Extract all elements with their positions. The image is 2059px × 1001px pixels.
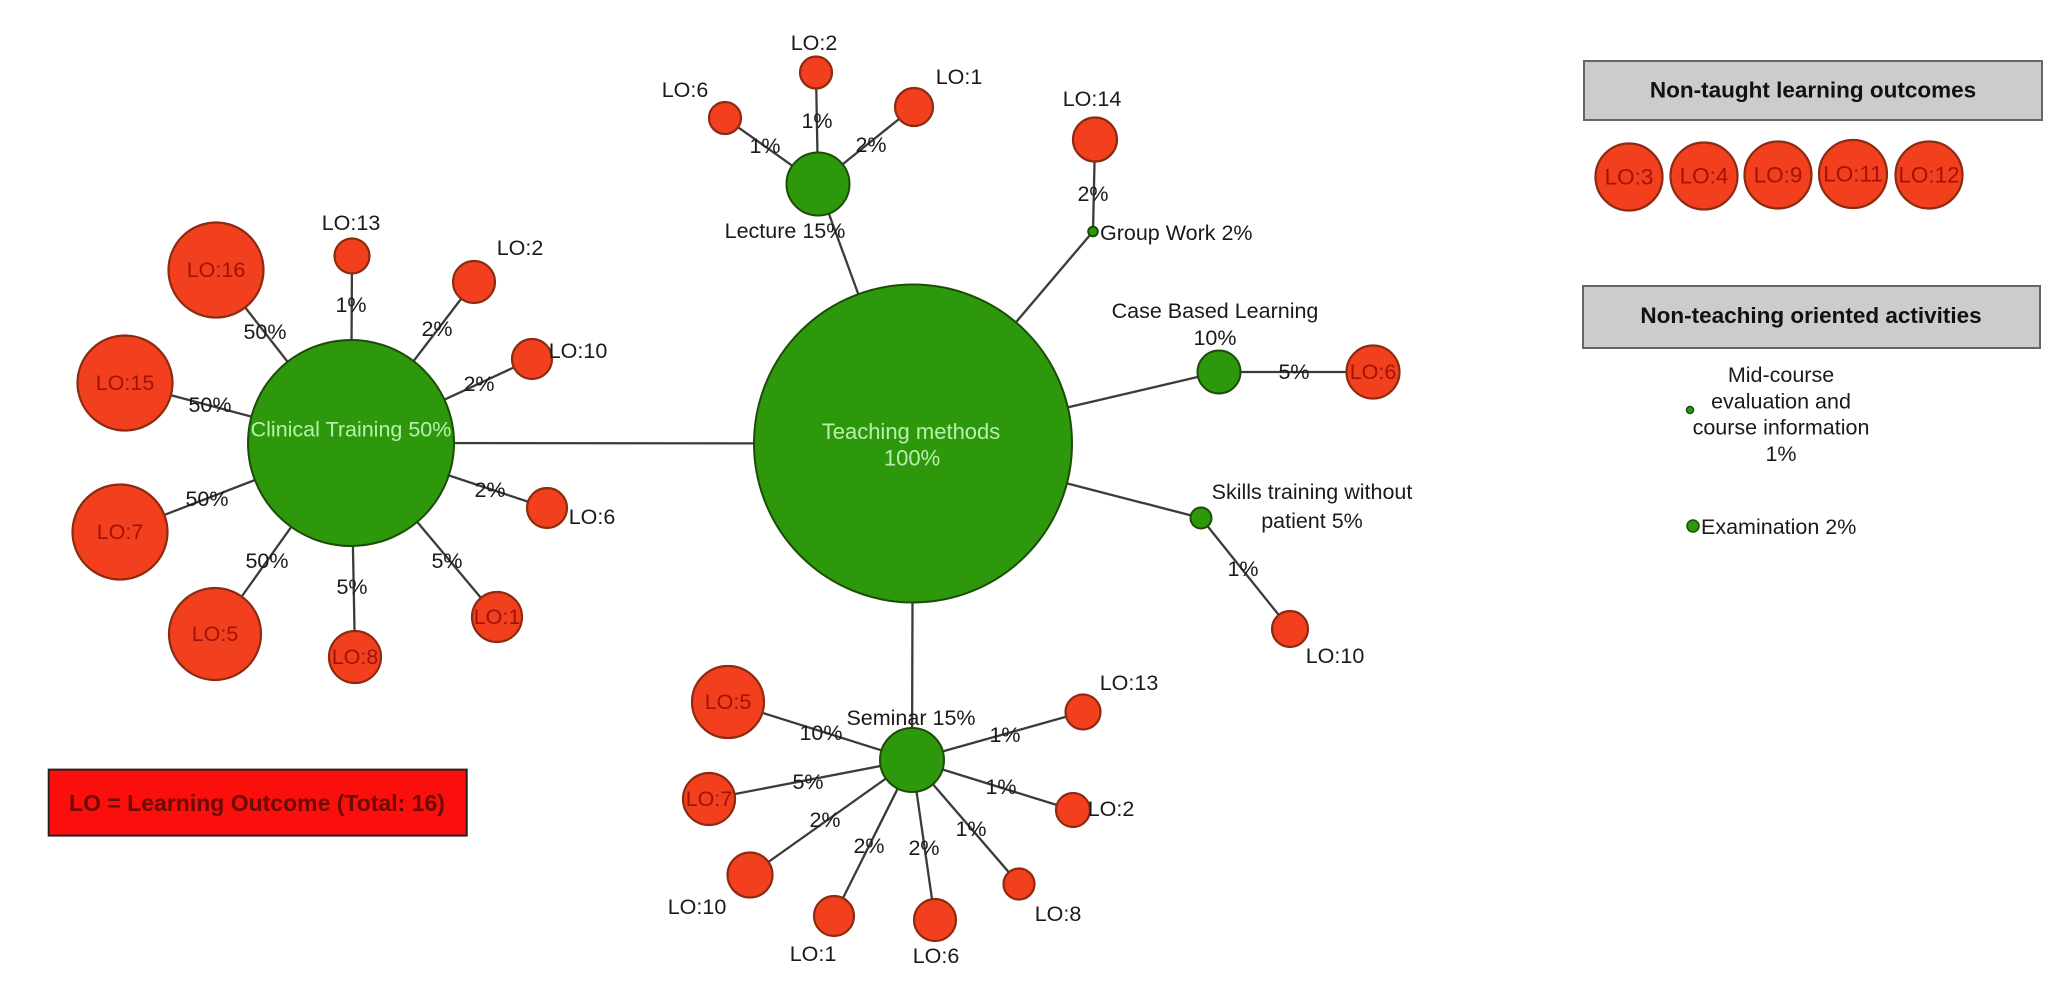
svg-text:LO:8: LO:8: [1035, 902, 1082, 926]
svg-text:LO:6: LO:6: [913, 944, 960, 968]
svg-text:Mid-course: Mid-course: [1728, 363, 1834, 387]
svg-text:2%: 2%: [809, 808, 840, 832]
svg-text:LO:15: LO:15: [96, 371, 155, 395]
svg-text:LO:14: LO:14: [1063, 87, 1122, 111]
svg-text:1%: 1%: [1227, 557, 1258, 581]
svg-text:Group Work 2%: Group Work 2%: [1100, 221, 1253, 245]
svg-text:LO:12: LO:12: [1898, 163, 1959, 188]
svg-text:5%: 5%: [792, 770, 823, 794]
svg-text:evaluation and: evaluation and: [1711, 389, 1851, 413]
svg-text:LO:4: LO:4: [1680, 164, 1729, 189]
svg-text:2%: 2%: [1077, 182, 1108, 206]
svg-text:Examination 2%: Examination 2%: [1701, 515, 1856, 539]
svg-text:LO:6: LO:6: [1350, 360, 1397, 384]
svg-text:1%: 1%: [335, 293, 366, 317]
svg-text:Case Based Learning: Case Based Learning: [1112, 299, 1319, 323]
svg-text:LO:2: LO:2: [791, 31, 838, 55]
svg-text:LO:6: LO:6: [662, 78, 709, 102]
svg-text:LO:9: LO:9: [1754, 163, 1803, 188]
svg-text:LO:6: LO:6: [569, 505, 616, 529]
svg-text:2%: 2%: [855, 133, 886, 157]
svg-text:1%: 1%: [1765, 442, 1796, 466]
svg-text:2%: 2%: [421, 317, 452, 341]
svg-text:1%: 1%: [749, 134, 780, 158]
svg-text:Teaching methods: Teaching methods: [822, 419, 1001, 444]
svg-text:LO:7: LO:7: [97, 520, 144, 544]
svg-text:50%: 50%: [243, 320, 286, 344]
svg-text:Non-taught learning outcomes: Non-taught learning outcomes: [1650, 78, 1976, 103]
svg-text:LO:5: LO:5: [192, 622, 239, 646]
svg-text:Non-teaching oriented activiti: Non-teaching oriented activities: [1640, 303, 1981, 328]
svg-text:LO:2: LO:2: [497, 236, 544, 260]
svg-text:10%: 10%: [1193, 326, 1236, 350]
svg-text:10%: 10%: [799, 721, 842, 745]
svg-text:1%: 1%: [989, 723, 1020, 747]
svg-text:LO:10: LO:10: [549, 339, 608, 363]
svg-text:50%: 50%: [185, 487, 228, 511]
svg-text:2%: 2%: [853, 834, 884, 858]
svg-text:LO:2: LO:2: [1088, 797, 1135, 821]
svg-text:LO:10: LO:10: [668, 895, 727, 919]
svg-text:Skills training without: Skills training without: [1212, 480, 1413, 504]
svg-text:2%: 2%: [474, 478, 505, 502]
svg-text:LO:13: LO:13: [1100, 671, 1159, 695]
svg-text:LO = Learning Outcome (Total:: LO = Learning Outcome (Total: 16): [69, 790, 445, 816]
svg-text:50%: 50%: [245, 549, 288, 573]
svg-text:Seminar 15%: Seminar 15%: [846, 706, 975, 730]
svg-text:LO:1: LO:1: [474, 605, 521, 629]
svg-text:1%: 1%: [801, 109, 832, 133]
svg-text:1%: 1%: [955, 817, 986, 841]
svg-text:1%: 1%: [985, 775, 1016, 799]
svg-text:5%: 5%: [336, 575, 367, 599]
svg-text:LO:10: LO:10: [1306, 644, 1365, 668]
svg-text:2%: 2%: [463, 372, 494, 396]
svg-text:5%: 5%: [1278, 360, 1309, 384]
svg-text:50%: 50%: [188, 393, 231, 417]
svg-text:LO:16: LO:16: [187, 258, 246, 282]
svg-text:Clinical Training 50%: Clinical Training 50%: [251, 418, 452, 442]
svg-text:course information: course information: [1693, 416, 1870, 440]
svg-text:LO:3: LO:3: [1605, 165, 1654, 190]
svg-text:Lecture 15%: Lecture 15%: [725, 219, 846, 243]
svg-text:5%: 5%: [431, 549, 462, 573]
svg-text:LO:1: LO:1: [936, 65, 983, 89]
svg-text:100%: 100%: [884, 445, 940, 470]
svg-text:LO:11: LO:11: [1823, 162, 1883, 187]
svg-text:LO:7: LO:7: [686, 787, 733, 811]
svg-text:LO:13: LO:13: [322, 211, 381, 235]
svg-text:2%: 2%: [908, 836, 939, 860]
svg-text:LO:1: LO:1: [790, 942, 837, 966]
svg-text:patient 5%: patient 5%: [1261, 509, 1363, 533]
svg-text:LO:5: LO:5: [705, 690, 752, 714]
svg-text:LO:8: LO:8: [332, 645, 379, 669]
